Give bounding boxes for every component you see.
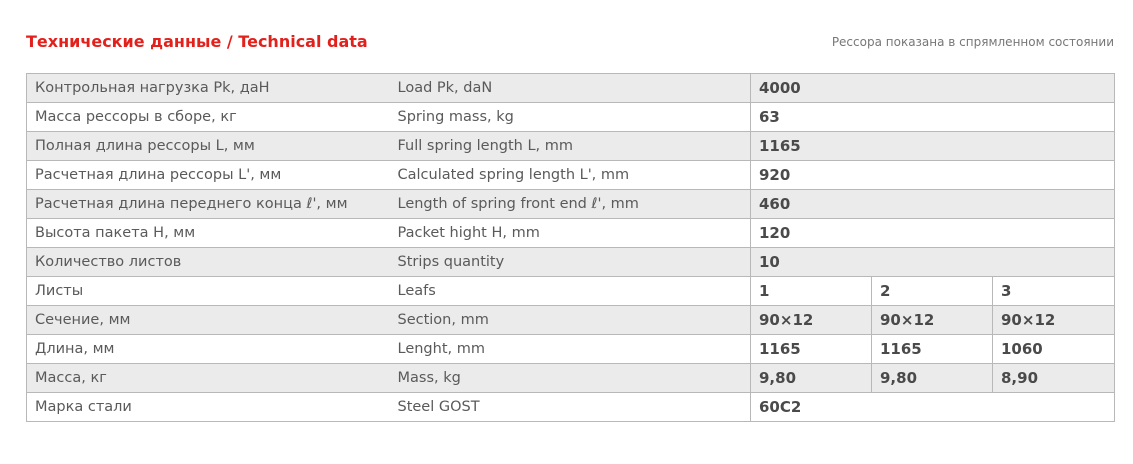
param-value: 90×12 (871, 305, 993, 335)
param-name-ru: Масса рессоры в сборе, кг (26, 102, 390, 132)
param-value: 8,90 (991, 363, 1115, 393)
param-name-en: Full spring length L, mm (389, 131, 751, 161)
param-name-ru: Длина, мм (26, 334, 390, 364)
param-name-en: Spring mass, kg (389, 102, 751, 132)
param-value: 3 (991, 276, 1115, 306)
table-row: Длина, мм Lenght, mm 1165 1165 1060 (26, 334, 1115, 364)
param-name-ru: Марка стали (26, 392, 390, 422)
table-row: Масса рессоры в сборе, кг Spring mass, kg… (26, 102, 1115, 132)
straightened-state-note: Рессора показана в спрямленном состоянии (831, 35, 1114, 49)
param-name-en: Load Pk, daN (389, 73, 751, 103)
param-name-en: Length of spring front end ℓ', mm (389, 189, 751, 219)
param-value: 920 (749, 160, 1115, 190)
table-row: Высота пакета H, мм Packet hight H, mm 120 (26, 218, 1115, 248)
param-name-en: Section, mm (389, 305, 751, 335)
param-value: 120 (749, 218, 1115, 248)
param-value: 60С2 (749, 392, 1115, 422)
table-row: Расчетная длина переднего конца ℓ', мм Le… (26, 189, 1115, 219)
table-row: Сечение, мм Section, mm 90×12 90×12 90×12 (26, 305, 1115, 335)
param-value: 1165 (749, 131, 1115, 161)
param-name-ru: Листы (26, 276, 390, 306)
table-row: Масса, кг Mass, kg 9,80 9,80 8,90 (26, 363, 1115, 393)
param-name-en: Leafs (389, 276, 751, 306)
param-value: 1 (750, 276, 872, 306)
technical-data-body: Контрольная нагрузка Pk, даН Load Pk, daN… (26, 73, 1115, 422)
param-value: 9,80 (871, 363, 993, 393)
table-row: Листы Leafs 1 2 3 (26, 276, 1115, 306)
param-value: 10 (749, 247, 1115, 277)
param-name-en: Lenght, mm (389, 334, 751, 364)
param-name-ru: Контрольная нагрузка Pk, даН (26, 73, 390, 103)
param-name-en: Strips quantity (389, 247, 751, 277)
param-name-ru: Расчетная длина переднего конца ℓ', мм (26, 189, 390, 219)
param-value: 1165 (750, 334, 872, 364)
param-name-ru: Расчетная длина рессоры L', мм (26, 160, 390, 190)
technical-data-table: Контрольная нагрузка Pk, даН Load Pk, daN… (26, 73, 1116, 422)
param-name-ru: Высота пакета H, мм (26, 218, 390, 248)
param-name-ru: Масса, кг (26, 363, 390, 393)
param-value: 90×12 (991, 305, 1115, 335)
param-name-en: Calculated spring length L', mm (389, 160, 751, 190)
header: Технические данные / Technical data Ресс… (26, 30, 1114, 58)
table-row: Расчетная длина рессоры L', мм Calculated… (26, 160, 1115, 190)
param-value: 63 (749, 102, 1115, 132)
table-row: Количество листов Strips quantity 10 (26, 247, 1115, 277)
param-name-en: Steel GOST (389, 392, 751, 422)
param-value: 1060 (991, 334, 1115, 364)
table-row: Марка стали Steel GOST 60С2 (26, 392, 1115, 422)
param-value: 1165 (871, 334, 993, 364)
param-value: 2 (871, 276, 993, 306)
param-name-ru: Сечение, мм (26, 305, 390, 335)
param-name-ru: Полная длина рессоры L, мм (26, 131, 390, 161)
table-row: Полная длина рессоры L, мм Full spring le… (26, 131, 1115, 161)
param-value: 90×12 (750, 305, 872, 335)
param-name-en: Packet hight H, mm (389, 218, 751, 248)
page-title: Технические данные / Technical data (26, 32, 368, 51)
param-value: 9,80 (750, 363, 872, 393)
param-name-ru: Количество листов (26, 247, 390, 277)
param-value: 460 (749, 189, 1115, 219)
table-row: Контрольная нагрузка Pk, даН Load Pk, daN… (26, 73, 1115, 103)
param-name-en: Mass, kg (389, 363, 751, 393)
param-value: 4000 (749, 73, 1115, 103)
